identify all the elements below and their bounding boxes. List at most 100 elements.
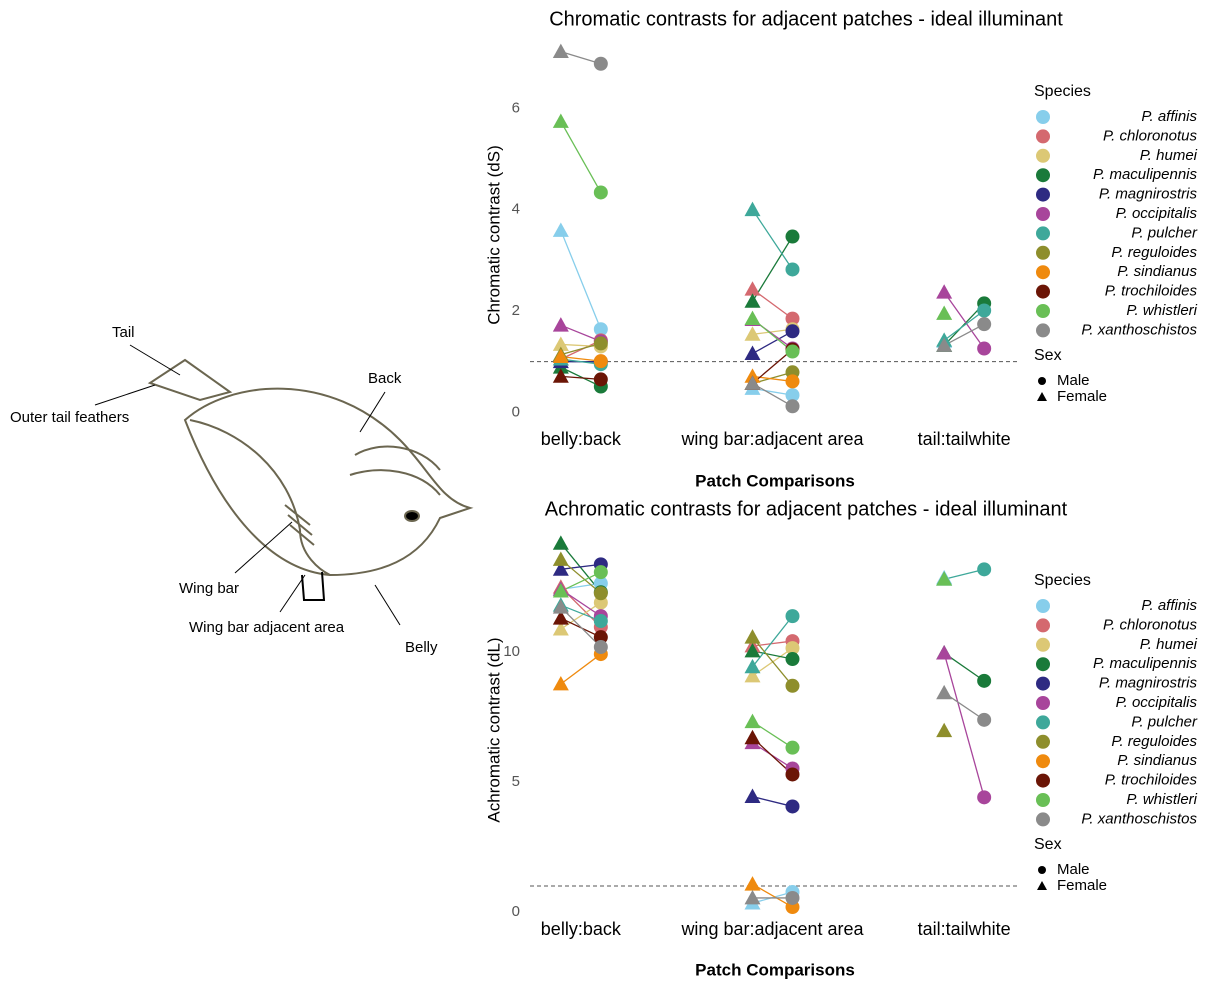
x-tick-label: belly:back	[541, 429, 622, 449]
pointer	[280, 575, 305, 612]
legend-label: P. chloronotus	[1103, 127, 1197, 144]
legend-swatch	[1037, 392, 1047, 401]
female-point	[936, 645, 952, 659]
legend-label: P. affinis	[1141, 597, 1197, 614]
legend-title: Species	[1034, 83, 1091, 100]
legend-label: P. reguloides	[1111, 244, 1197, 261]
female-point	[745, 714, 761, 728]
legend-swatch	[1036, 304, 1050, 318]
male-point	[786, 230, 800, 244]
legend-label: P. maculipennis	[1093, 655, 1197, 672]
legend-swatch	[1036, 265, 1050, 279]
female-point	[936, 723, 952, 737]
legend-swatch	[1036, 677, 1050, 691]
legend-label: P. maculipennis	[1093, 166, 1197, 183]
female-point	[745, 890, 761, 904]
legend-swatch	[1036, 657, 1050, 671]
bird-diagram	[150, 360, 470, 600]
legend-swatch	[1036, 774, 1050, 788]
diagram-label: Belly	[405, 639, 438, 656]
x-axis-label: Patch Comparisons	[695, 960, 855, 979]
page: Tail Outer tail feathers Back Wing bar W…	[0, 0, 1208, 981]
male-point	[594, 372, 608, 386]
legend-title: Species	[1034, 572, 1091, 589]
wing	[190, 420, 330, 575]
legend-title: Sex	[1034, 836, 1062, 853]
y-tick-label: 0	[512, 903, 520, 920]
legend-label: Male	[1057, 372, 1090, 389]
diagram-label: Back	[368, 370, 402, 387]
female-point	[936, 284, 952, 298]
legend-swatch	[1036, 793, 1050, 807]
pointer	[375, 585, 400, 625]
x-tick-label: belly:back	[541, 919, 622, 939]
legend-label: P. whistleri	[1126, 791, 1197, 808]
legend-swatch	[1036, 149, 1050, 163]
figure: Tail Outer tail feathers Back Wing bar W…	[0, 0, 1208, 981]
legend-label: P. occipitalis	[1116, 694, 1198, 711]
female-point	[553, 535, 569, 549]
legend-swatch	[1036, 323, 1050, 337]
eye	[405, 511, 419, 521]
legend-swatch	[1036, 129, 1050, 143]
body	[185, 389, 470, 575]
male-point	[977, 562, 991, 576]
legend-label: Female	[1057, 877, 1107, 894]
male-point	[594, 336, 608, 350]
x-tick-label: wing bar:adjacent area	[680, 919, 864, 939]
male-point	[786, 324, 800, 338]
chart-title: Chromatic contrasts for adjacent patches…	[549, 8, 1063, 30]
male-point	[594, 185, 608, 199]
female-point	[553, 676, 569, 690]
tail	[150, 360, 230, 400]
y-axis-label: Achromatic contrast (dL)	[484, 637, 503, 822]
y-tick-label: 0	[512, 403, 520, 420]
male-point	[786, 799, 800, 813]
legend-label: P. xanthoschistos	[1081, 321, 1197, 338]
female-point	[936, 685, 952, 699]
legend-swatch	[1036, 110, 1050, 124]
legend-swatch	[1036, 715, 1050, 729]
legend-label: P. whistleri	[1126, 302, 1197, 319]
female-point	[745, 311, 761, 325]
male-point	[594, 57, 608, 71]
male-point	[594, 640, 608, 654]
male-point	[786, 374, 800, 388]
male-point	[594, 586, 608, 600]
diagram-label: Tail	[112, 324, 135, 341]
x-tick-label: tail:tailwhite	[918, 919, 1011, 939]
pair-link	[561, 654, 601, 684]
female-point	[745, 659, 761, 673]
x-axis-label: Patch Comparisons	[695, 471, 855, 490]
female-point	[745, 202, 761, 216]
male-point	[977, 674, 991, 688]
legend-label: P. trochiloides	[1105, 283, 1198, 300]
legend-label: P. magnirostris	[1099, 675, 1198, 692]
legend-label: P. chloronotus	[1103, 616, 1197, 633]
legend-label: P. occipitalis	[1116, 205, 1198, 222]
male-point	[786, 767, 800, 781]
y-tick-label: 4	[512, 201, 520, 218]
female-point	[553, 551, 569, 565]
y-tick-label: 10	[503, 643, 520, 660]
male-point	[786, 741, 800, 755]
male-point	[977, 317, 991, 331]
legend-label: P. reguloides	[1111, 733, 1197, 750]
male-point	[977, 790, 991, 804]
male-point	[786, 399, 800, 413]
legend-label: P. magnirostris	[1099, 186, 1198, 203]
legend-title: Sex	[1034, 347, 1062, 364]
pointer	[95, 385, 155, 405]
pointer	[130, 345, 180, 375]
male-point	[977, 713, 991, 727]
male-point	[786, 679, 800, 693]
y-tick-label: 5	[512, 773, 520, 790]
legend-label: P. humei	[1140, 147, 1198, 164]
female-point	[745, 789, 761, 803]
legend-swatch	[1036, 638, 1050, 652]
legend-label: P. pulcher	[1131, 713, 1198, 730]
legend-label: Male	[1057, 861, 1090, 878]
legend-label: P. xanthoschistos	[1081, 810, 1197, 827]
y-axis-label: Chromatic contrast (dS)	[484, 145, 503, 325]
female-point	[745, 876, 761, 890]
